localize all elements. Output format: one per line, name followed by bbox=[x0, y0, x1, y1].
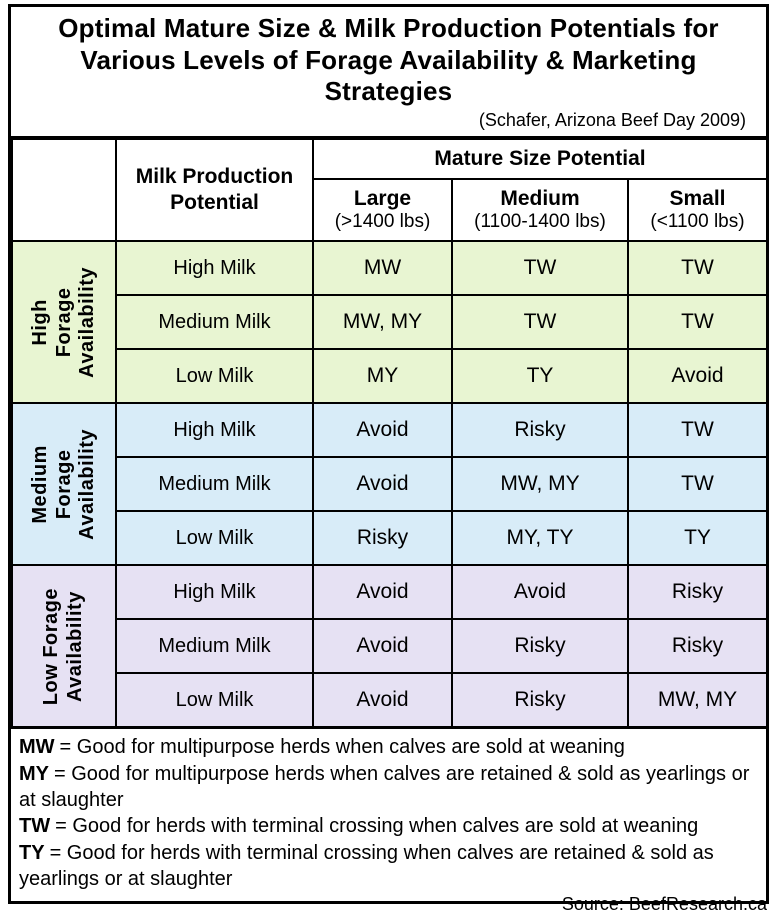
table-row: High Forage Availability High Milk MW TW… bbox=[11, 240, 768, 405]
rec-cell-small: TW bbox=[627, 240, 768, 297]
rotated-label-holder: Medium Forage Availability bbox=[15, 406, 113, 562]
rec-cell-small: TY bbox=[627, 510, 768, 567]
rec-cell-medium: TW bbox=[451, 240, 629, 297]
rec-cell-medium: TW bbox=[451, 294, 629, 351]
milk-level-cell: Low Milk bbox=[115, 510, 314, 567]
label-line: Low Forage bbox=[40, 587, 63, 705]
figure-frame: Optimal Mature Size & Milk Production Po… bbox=[8, 4, 769, 904]
mature-size-header: Mature Size Potential bbox=[312, 138, 768, 181]
table-row: Medium Milk MW, MY TW TW bbox=[12, 294, 768, 351]
size-name: Large bbox=[353, 187, 412, 211]
group-label-low-forage: Low Forage Availability bbox=[11, 564, 117, 729]
rotated-label: High Forage Availability bbox=[29, 267, 100, 378]
table-row: Low Forage Availability High Milk Avoid … bbox=[11, 564, 768, 729]
size-range: (<1100 lbs) bbox=[650, 211, 745, 233]
milk-level-cell: Low Milk bbox=[115, 672, 314, 729]
legend-line-tw: TW = Good for herds with terminal crossin… bbox=[19, 813, 756, 839]
legend-desc: = Good for multipurpose herds when calve… bbox=[19, 762, 750, 811]
figure-title: Optimal Mature Size & Milk Production Po… bbox=[58, 13, 719, 107]
label-line: Medium bbox=[28, 444, 51, 524]
group-label-medium-forage: Medium Forage Availability bbox=[11, 402, 117, 567]
milk-level-cell: High Milk bbox=[115, 240, 314, 297]
rec-cell-small: Risky bbox=[627, 618, 768, 675]
legend-desc: = Good for herds with terminal crossing … bbox=[19, 841, 714, 891]
milk-production-header: Milk Production Potential bbox=[115, 138, 314, 243]
rotated-label: Medium Forage Availability bbox=[29, 429, 100, 540]
rec-cell-small: TW bbox=[627, 294, 768, 351]
rec-cell-large: MY bbox=[312, 348, 453, 405]
legend-desc: = Good for herds with terminal crossing … bbox=[55, 815, 699, 838]
rec-cell-medium: Risky bbox=[451, 618, 629, 675]
matrix-table: Milk Production Potential Mature Size Po… bbox=[11, 138, 768, 729]
rec-cell-small: MW, MY bbox=[627, 672, 768, 729]
table-row: Medium Forage Availability High Milk Avo… bbox=[11, 402, 768, 567]
legend-code: TW bbox=[19, 815, 51, 838]
label-line: Forage bbox=[52, 449, 75, 520]
source-note: Source: BeefResearch.ca bbox=[561, 894, 767, 914]
rec-cell-small: TW bbox=[627, 456, 768, 513]
rotated-label-holder: Low Forage Availability bbox=[15, 568, 113, 724]
label-line: Availability bbox=[75, 266, 98, 378]
table-row: Low Milk MY TY Avoid bbox=[12, 348, 768, 405]
rec-cell-medium: Risky bbox=[451, 672, 629, 729]
legend-line-ty: TY = Good for herds with terminal crossin… bbox=[19, 840, 756, 893]
size-range: (>1400 lbs) bbox=[334, 211, 431, 233]
size-col-header-small: Small (<1100 lbs) bbox=[627, 178, 768, 243]
rec-cell-small: Avoid bbox=[627, 348, 768, 405]
legend-line-my: MY = Good for multipurpose herds when cal… bbox=[19, 761, 756, 814]
rotated-label: Low Forage Availability bbox=[40, 588, 87, 705]
size-range: (1100-1400 lbs) bbox=[474, 211, 606, 233]
rec-cell-small: Risky bbox=[627, 564, 768, 621]
label-line: High bbox=[28, 298, 51, 346]
rec-cell-large: Avoid bbox=[312, 564, 453, 621]
rec-cell-large: Avoid bbox=[312, 672, 453, 729]
table-row: Medium Milk Avoid MW, MY TW bbox=[12, 456, 768, 513]
legend-desc: = Good for multipurpose herds when calve… bbox=[59, 736, 625, 759]
title-block: Optimal Mature Size & Milk Production Po… bbox=[11, 7, 766, 139]
rec-cell-large: MW, MY bbox=[312, 294, 453, 351]
milk-level-cell: High Milk bbox=[115, 402, 314, 459]
rec-cell-medium: Risky bbox=[451, 402, 629, 459]
milk-level-cell: Medium Milk bbox=[115, 618, 314, 675]
milk-level-cell: Medium Milk bbox=[115, 294, 314, 351]
rec-cell-large: Avoid bbox=[312, 456, 453, 513]
legend-code: MW bbox=[19, 736, 55, 759]
legend-code: MY bbox=[19, 762, 49, 785]
corner-cell bbox=[11, 138, 117, 243]
legend-code: TY bbox=[19, 841, 45, 864]
rec-cell-small: TW bbox=[627, 402, 768, 459]
rec-cell-medium: MY, TY bbox=[451, 510, 629, 567]
label-line: Forage bbox=[52, 287, 75, 358]
rotated-label-holder: High Forage Availability bbox=[15, 244, 113, 400]
size-col-header-large: Large (>1400 lbs) bbox=[312, 178, 453, 243]
legend: MW = Good for multipurpose herds when cal… bbox=[11, 728, 766, 900]
size-name: Medium bbox=[500, 187, 580, 211]
milk-level-cell: Low Milk bbox=[115, 348, 314, 405]
rec-cell-large: Avoid bbox=[312, 402, 453, 459]
rec-cell-large: MW bbox=[312, 240, 453, 297]
table-row: Medium Milk Avoid Risky Risky bbox=[12, 618, 768, 675]
milk-level-cell: High Milk bbox=[115, 564, 314, 621]
citation: (Schafer, Arizona Beef Day 2009) bbox=[478, 110, 746, 131]
legend-line-mw: MW = Good for multipurpose herds when cal… bbox=[19, 734, 756, 760]
size-col-header-medium: Medium (1100-1400 lbs) bbox=[451, 178, 629, 243]
rec-cell-large: Avoid bbox=[312, 618, 453, 675]
label-line: Availability bbox=[75, 428, 98, 540]
rec-cell-medium: MW, MY bbox=[451, 456, 629, 513]
rec-cell-medium: TY bbox=[451, 348, 629, 405]
group-label-high-forage: High Forage Availability bbox=[11, 240, 117, 405]
size-name: Small bbox=[669, 187, 726, 211]
table-row: Low Milk Risky MY, TY TY bbox=[12, 510, 768, 567]
label-line: Availability bbox=[64, 590, 87, 702]
milk-level-cell: Medium Milk bbox=[115, 456, 314, 513]
rec-cell-medium: Avoid bbox=[451, 564, 629, 621]
rec-cell-large: Risky bbox=[312, 510, 453, 567]
table-row: Low Milk Avoid Risky MW, MY bbox=[12, 672, 768, 729]
